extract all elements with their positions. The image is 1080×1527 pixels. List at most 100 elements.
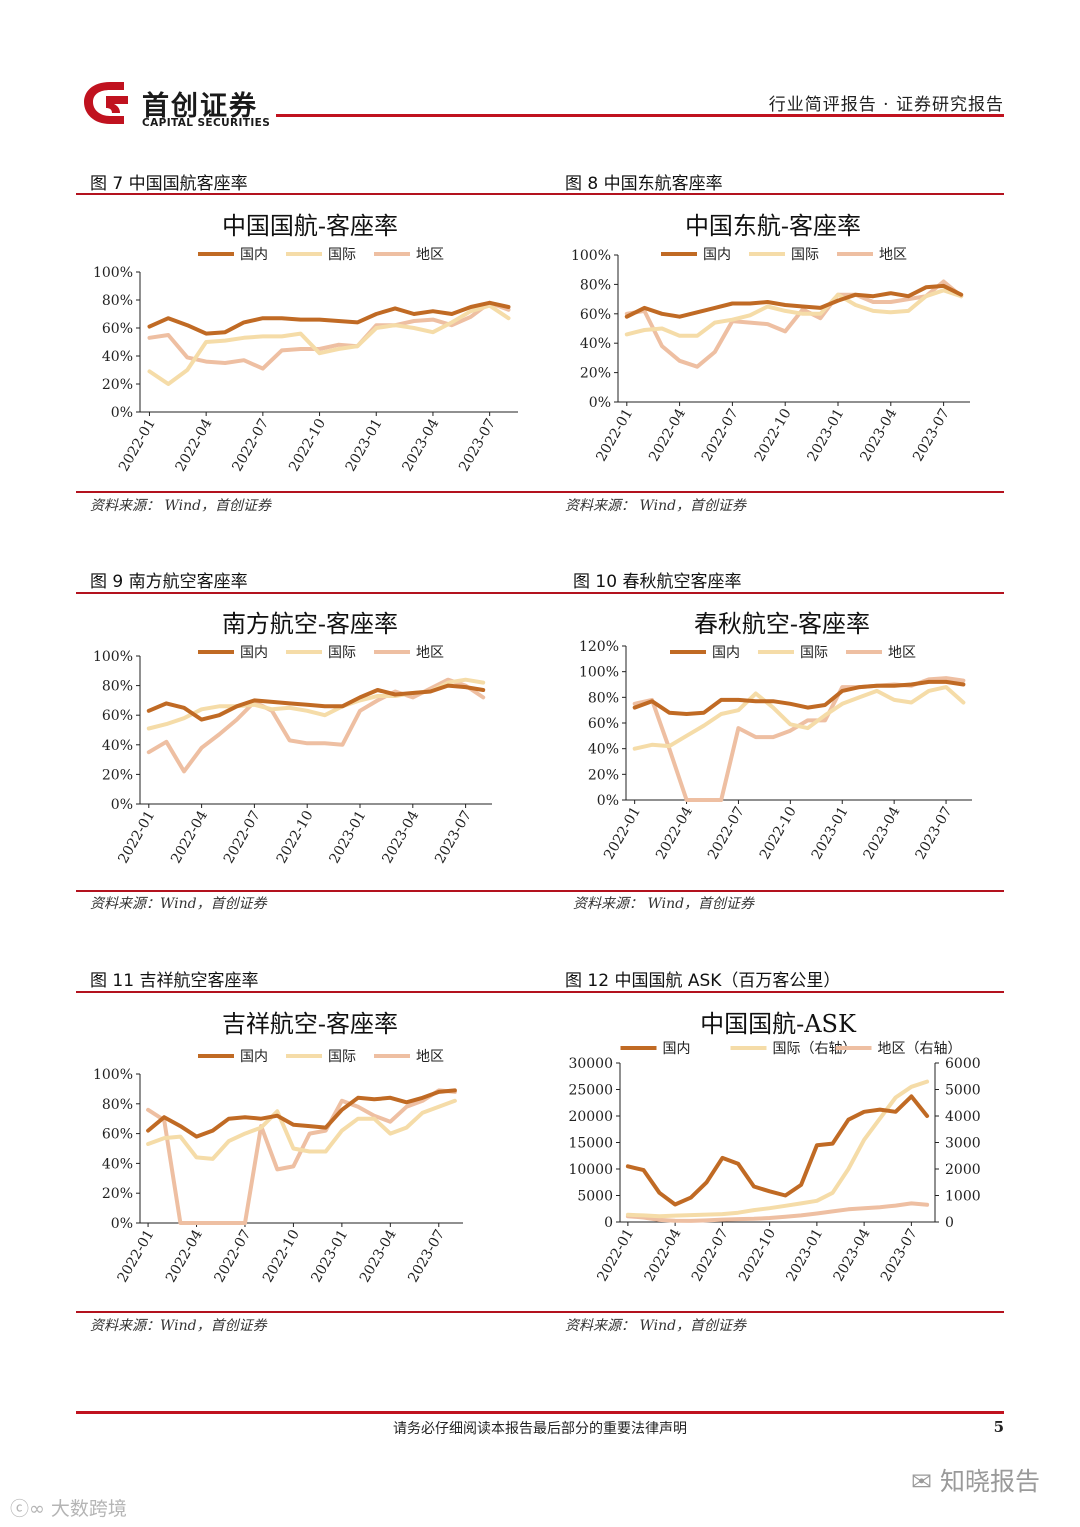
chart11-x-tick-label: 2023-01 — [308, 1227, 351, 1285]
chart9-legend-label-1: 国际 — [328, 645, 356, 661]
chart9-x-tick-label: 2022-01 — [115, 808, 158, 866]
chart10-legend-label-1: 国际 — [800, 645, 828, 661]
chart12-y2-tick-label: 4000 — [945, 1109, 981, 1125]
chart9-series-regional-line — [146, 677, 486, 774]
footer-divider — [76, 1411, 1004, 1414]
chart8-x-tick-label: 2023-07 — [910, 406, 953, 464]
figure-11-top-rule — [76, 991, 554, 993]
chart10-y-tick-label: 80% — [588, 690, 619, 706]
chart10-x-tick-label: 2023-01 — [809, 804, 852, 862]
chart12-x-tick-label: 2022-01 — [594, 1226, 637, 1284]
figure-10-bottom-rule — [563, 890, 1004, 892]
chart7-y-tick-label: 40% — [102, 349, 133, 365]
chart11-x-tick-label: 2022-04 — [163, 1227, 206, 1285]
chart10-title: 春秋航空-客座率 — [694, 610, 870, 638]
chart9-x-tick-label: 2023-07 — [432, 808, 475, 866]
capital-securities-logo — [84, 82, 128, 124]
chart9-series-domestic-line — [146, 683, 486, 722]
chart10-y-tick-label: 20% — [588, 767, 619, 783]
chart9-x-tick-label: 2023-04 — [379, 808, 422, 866]
chart9-y-tick-label: 40% — [102, 738, 133, 754]
chart12-y2-tick-label: 6000 — [945, 1056, 981, 1072]
chart8-y-tick-label: 80% — [580, 277, 611, 293]
chart11-x-tick-label: 2022-10 — [260, 1227, 303, 1285]
figure-8-source: 资料来源： Wind，首创证券 — [565, 498, 747, 514]
chart7-x-tick-label: 2022-04 — [173, 416, 216, 474]
chart11-y-tick-label: 60% — [102, 1127, 133, 1143]
chart8-x-tick-label: 2023-04 — [857, 406, 900, 464]
chart7-x-tick-label: 2022-07 — [229, 416, 272, 474]
chart12-series-international-line — [625, 1079, 930, 1219]
figure-12-bottom-rule — [554, 1311, 1004, 1313]
chart12-x-tick-label: 2023-07 — [878, 1226, 921, 1284]
chart12-title: 中国国航-ASK — [700, 1010, 857, 1038]
chart10-x-tick-label: 2022-07 — [705, 804, 748, 862]
chart8-x-tick-label: 2022-01 — [593, 406, 636, 464]
chart12-legend-label-1: 国际（右轴） — [773, 1041, 857, 1057]
header-divider — [276, 114, 1004, 117]
chart10-y-tick-label: 60% — [588, 716, 619, 732]
chart8-x-tick-label: 2022-07 — [699, 406, 742, 464]
chart7-x-tick-label: 2023-07 — [456, 416, 499, 474]
chart9-x-tick-label: 2022-10 — [274, 808, 317, 866]
chart12-y-tick-label: 5000 — [577, 1189, 613, 1205]
figure-9-bottom-rule — [76, 890, 563, 892]
figure-9-top-rule — [76, 592, 563, 594]
chart12-series-domestic-line — [625, 1094, 930, 1207]
page-number: 5 — [993, 1418, 1004, 1436]
chart8-x-tick-label: 2023-01 — [805, 406, 848, 464]
chart11-series-domestic-line — [146, 1088, 457, 1139]
chart7-title: 中国国航-客座率 — [222, 212, 398, 240]
watermark-dashu-text: 大数跨境 — [50, 1498, 127, 1520]
watermark-zhixiao: ✉ 知晓报告 — [911, 1462, 1040, 1498]
chart7-series-domestic-line — [147, 300, 511, 336]
chart8-legend-label-0: 国内 — [703, 247, 731, 263]
chart9-title: 南方航空-客座率 — [222, 610, 398, 638]
chart11-title: 吉祥航空-客座率 — [222, 1010, 398, 1038]
chart10-x-tick-label: 2022-04 — [653, 804, 696, 862]
chart12-y-tick-label: 30000 — [568, 1056, 613, 1072]
chart7-y-tick-label: 80% — [102, 293, 133, 309]
chart11-y-tick-label: 80% — [102, 1097, 133, 1113]
chart7-y-tick-label: 100% — [93, 265, 133, 281]
chart12-x-tick-label: 2022-07 — [689, 1226, 732, 1284]
chart9-x-tick-label: 2022-07 — [221, 808, 264, 866]
figure-9-source: 资料来源：Wind，首创证券 — [90, 896, 267, 912]
chart10-legend-label-0: 国内 — [712, 645, 740, 661]
footer-disclaimer: 请务必仔细阅读本报告最后部分的重要法律声明 — [393, 1421, 687, 1437]
chart7-x-tick-label: 2023-04 — [399, 416, 442, 474]
figure-7-top-rule — [76, 193, 554, 195]
figure-11-title: 图 11 吉祥航空客座率 — [90, 971, 259, 991]
chart12-x-tick-label: 2023-01 — [783, 1226, 826, 1284]
chart8-y-tick-label: 60% — [580, 307, 611, 323]
figure-10-title: 图 10 春秋航空客座率 — [573, 572, 742, 592]
watermark-zhixiao-text: 知晓报告 — [939, 1467, 1040, 1496]
chart9-y-tick-label: 0% — [111, 797, 133, 813]
figure-7-title: 图 7 中国国航客座率 — [90, 174, 248, 194]
chart7-x-tick-label: 2022-01 — [116, 416, 159, 474]
chart8-title: 中国东航-客座率 — [685, 212, 861, 240]
chart11-y-tick-label: 100% — [93, 1067, 133, 1083]
chart9-legend-label-0: 国内 — [240, 645, 268, 661]
chart10-y-tick-label: 0% — [597, 793, 619, 809]
chart8-legend-label-1: 国际 — [791, 247, 819, 263]
chart12-y-tick-label: 25000 — [568, 1083, 613, 1099]
chart11-x-tick-label: 2023-07 — [405, 1227, 448, 1285]
chart7-legend-label-1: 国际 — [328, 247, 356, 263]
chart12-legend-label-2: 地区（右轴） — [878, 1041, 962, 1057]
chart12-y2-tick-label: 0 — [945, 1215, 954, 1231]
chart8-legend-label-2: 地区 — [879, 247, 907, 263]
chart9-legend-label-2: 地区 — [416, 645, 444, 661]
figure-7-source: 资料来源： Wind，首创证券 — [90, 498, 272, 514]
chart11-x-tick-label: 2022-01 — [115, 1227, 158, 1285]
chart8-x-tick-label: 2022-04 — [646, 406, 689, 464]
figure-8-title: 图 8 中国东航客座率 — [565, 174, 723, 194]
chart9-y-tick-label: 100% — [93, 649, 133, 665]
chart10-y-tick-label: 100% — [579, 665, 619, 681]
figure-11-bottom-rule — [76, 1311, 554, 1313]
